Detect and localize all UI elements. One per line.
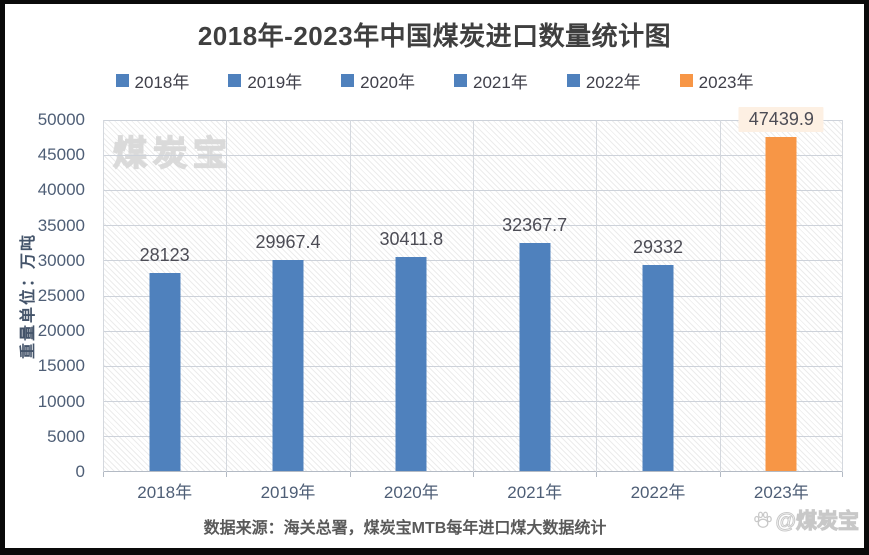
paw-icon [753, 511, 772, 528]
corner-watermark: @煤炭宝 [752, 505, 860, 535]
x-axis-tick-mark [103, 472, 104, 477]
bar-value-label: 29332 [632, 237, 684, 257]
x-axis-tick-labels: 2018年 2019年 2020年 2021年 2022年 2023年 [103, 478, 843, 502]
gridline-vertical [720, 120, 721, 472]
y-tick-label: 5000 [47, 426, 85, 446]
legend-swatch [228, 74, 242, 87]
bar-value-label: 29967.4 [255, 232, 321, 252]
gridline-vertical [350, 120, 351, 472]
legend-item: 2018年 [115, 68, 190, 93]
legend-item: 2023年 [679, 68, 754, 93]
x-axis-tick-mark [473, 472, 474, 477]
y-tick-label: 45000 [37, 145, 85, 165]
y-tick-label: 20000 [37, 321, 85, 341]
bar-value-label: 47439.9 [738, 107, 824, 132]
bar-value-label: 30411.8 [379, 229, 444, 249]
x-tick-label: 2019年 [260, 483, 316, 502]
corner-watermark-text: @煤炭宝 [775, 510, 859, 534]
legend-label: 2019年 [247, 73, 303, 92]
y-axis-tick-labels: 0 5000 10000 15000 20000 25000 30000 35000 40000… [0, 110, 95, 481]
legend-item: 2021年 [454, 68, 528, 93]
bar-2023年 [765, 137, 797, 471]
legend-label: 2023年 [698, 73, 754, 92]
plot-area: 煤炭宝 28123 29967.4 30411.8 32367.7 29332 47439… [103, 107, 843, 472]
legend-label: 2020年 [360, 73, 415, 92]
bar-2020年 [395, 257, 427, 471]
x-tick-label: 2021年 [507, 483, 563, 502]
y-tick-label: 25000 [37, 286, 85, 305]
x-tick-label: 2022年 [630, 483, 686, 502]
bar-2018年 [149, 273, 181, 471]
legend-label: 2021年 [473, 73, 528, 92]
x-axis-tick-mark [720, 472, 721, 477]
x-tick-label: 2020年 [383, 483, 439, 502]
y-tick-label: 35000 [37, 215, 85, 235]
y-tick-label: 15000 [37, 356, 85, 376]
legend-swatch [679, 74, 693, 87]
x-axis-tick-mark [350, 472, 351, 477]
chart-title: 2018年-2023年中国煤炭进口数量统计图 [197, 21, 672, 51]
gridline-vertical [596, 120, 597, 472]
bar-2022年 [642, 265, 674, 471]
data-source-note: 数据来源：海关总署，煤炭宝MTB每年进口煤大数据统计 [203, 520, 607, 537]
legend-item: 2022年 [566, 68, 641, 93]
gridline-vertical [103, 120, 104, 472]
bar-2021年 [519, 243, 551, 471]
legend-item: 2020年 [341, 68, 415, 93]
gridline-vertical [842, 120, 843, 472]
gridline-vertical [473, 120, 474, 472]
legend-swatch [341, 74, 355, 87]
x-axis-tick-mark [226, 472, 227, 477]
legend-item: 2019年 [228, 68, 302, 93]
legend-swatch [566, 74, 580, 87]
bar-value-label: 28123 [139, 245, 190, 265]
x-tick-label: 2023年 [753, 483, 809, 502]
legend-label: 2022年 [585, 73, 641, 92]
y-tick-label: 0 [75, 462, 85, 481]
x-tick-label: 2018年 [137, 483, 193, 502]
legend-swatch [454, 74, 467, 87]
x-axis-tick-mark [596, 472, 597, 477]
bar-value-label: 32367.7 [502, 215, 568, 235]
plot-watermark: 煤炭宝 [112, 134, 233, 174]
y-tick-label: 40000 [37, 180, 85, 200]
y-tick-label: 50000 [37, 110, 85, 129]
y-tick-label: 30000 [37, 250, 85, 270]
legend-swatch [115, 74, 129, 87]
y-tick-label: 10000 [37, 391, 85, 411]
legend-label: 2018年 [134, 73, 190, 92]
legend: 2018年 2019年 2020年 2021年 2022年 2023年 [0, 68, 869, 93]
gridline-vertical [226, 120, 227, 472]
bar-2019年 [272, 260, 304, 471]
x-axis-tick-mark [842, 472, 843, 477]
